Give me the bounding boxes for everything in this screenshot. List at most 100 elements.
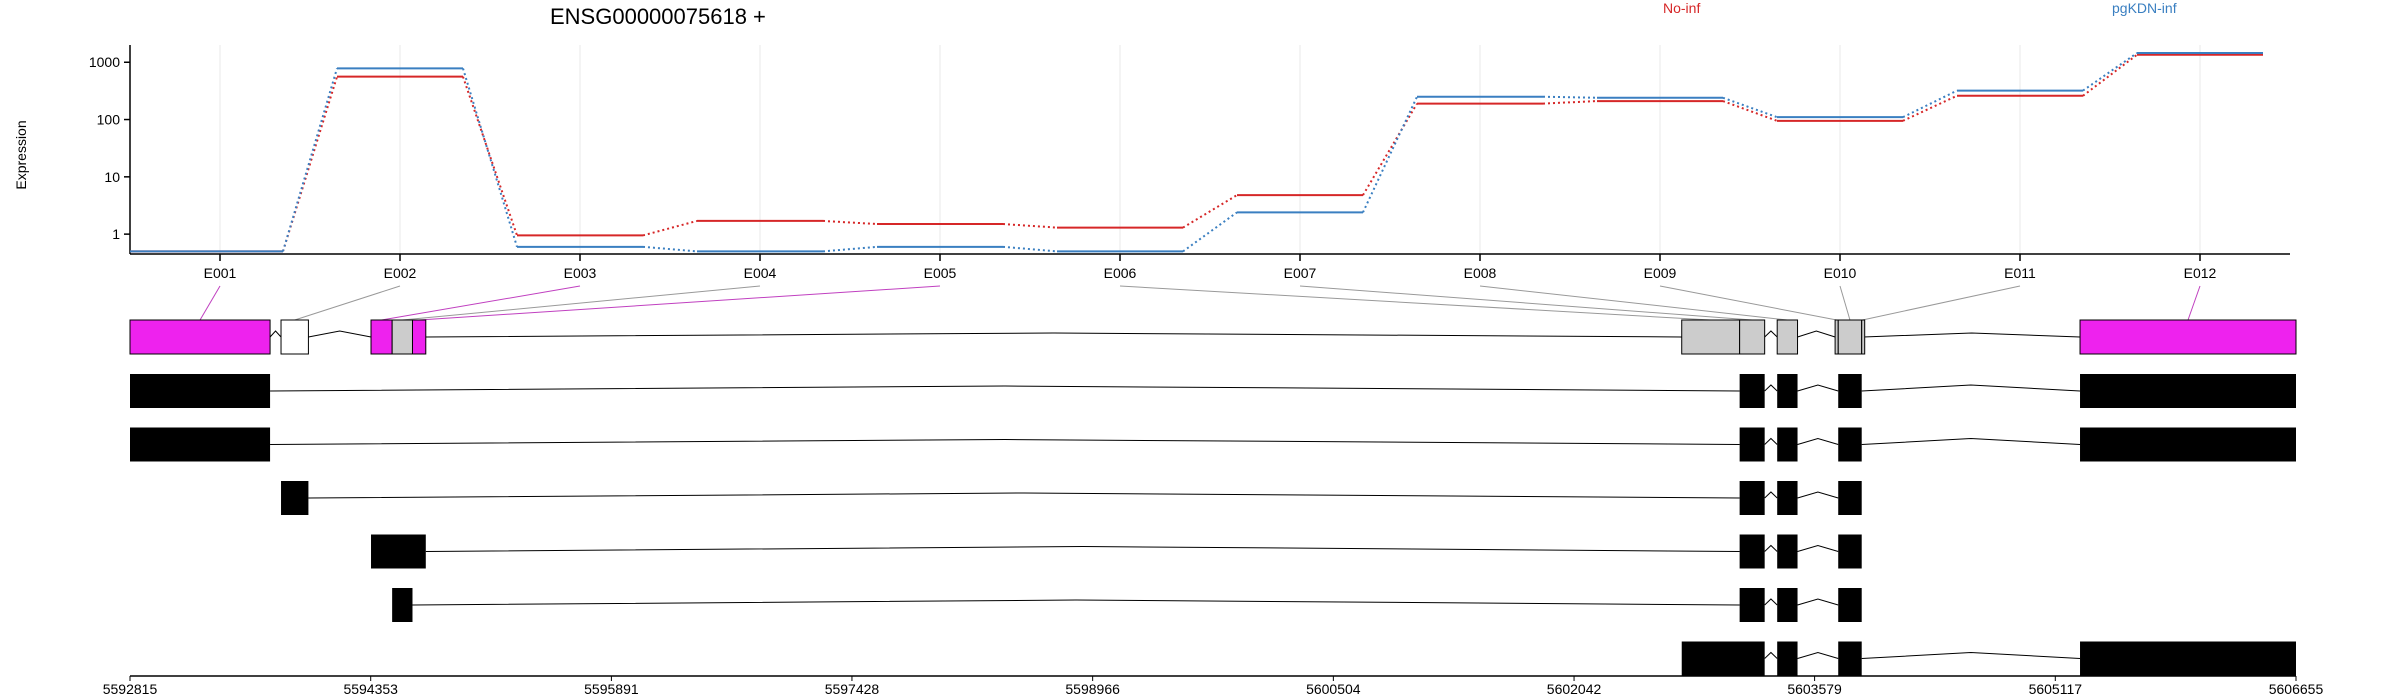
series-pgKDN-inf-connector — [1902, 89, 1958, 119]
transcript-exon — [1739, 588, 1765, 622]
gene-exon-E010 — [1837, 319, 1863, 355]
series-No-inf-connector — [642, 219, 698, 237]
series-pgKDN-inf-connector — [1542, 95, 1598, 99]
transcript-exon — [1838, 481, 1862, 515]
transcripts — [130, 374, 2296, 676]
series-lines — [130, 52, 2263, 253]
transcript-intron — [412, 599, 1740, 606]
exon-link-E003 — [381, 285, 581, 321]
y-tick-label: 1 — [112, 226, 120, 242]
x-tick-label: E005 — [924, 265, 957, 281]
transcript-exon — [1838, 427, 1862, 462]
transcript-exon — [1739, 534, 1765, 569]
transcript-exon — [1739, 374, 1765, 408]
series-pgKDN-inf-connector — [1182, 211, 1238, 253]
transcript-exon — [281, 481, 309, 515]
series-pgKDN-inf — [130, 52, 2263, 253]
transcript-intron — [425, 545, 1740, 552]
transcript-exon — [1777, 588, 1798, 622]
series-No-inf-connector — [282, 76, 338, 252]
genomic-axis: 5592815 5594353 5595891 5597428 5598966 56005… — [103, 675, 2324, 697]
genomic-tick-label: 5605117 — [2029, 681, 2083, 697]
genomic-tick-label: 5600504 — [1306, 681, 1361, 697]
transcript-exon — [1777, 641, 1798, 676]
gene-intron — [308, 330, 372, 338]
gene-intron — [1863, 332, 2081, 338]
series-No-inf-connector — [1182, 194, 1238, 229]
transcript-exon — [1739, 481, 1765, 515]
x-tick-label: E009 — [1644, 265, 1677, 281]
gene-model — [129, 319, 2297, 355]
transcript-intron — [270, 438, 1740, 445]
axes: 1 10 100 1000 E001 E002 E003 E004 E005 E006 E007 E0… — [89, 45, 2290, 281]
transcript-exon — [1681, 641, 1765, 676]
x-tick-label: E002 — [384, 265, 417, 281]
series-No-inf — [130, 53, 2263, 253]
gene-intron — [1764, 330, 1778, 338]
transcript-intron — [1764, 437, 1778, 445]
exon-link-E012 — [2187, 285, 2201, 321]
x-tick-label: E012 — [2184, 265, 2217, 281]
transcript-intron — [1797, 384, 1839, 392]
legend-entry-no-inf: No-inf — [1663, 0, 1700, 16]
transcript-exon — [1838, 374, 1862, 408]
transcript-intron — [1764, 491, 1778, 499]
transcript-intron — [1861, 384, 2081, 392]
gene-exon-E012 — [2079, 319, 2297, 355]
genomic-tick-label: 5595891 — [584, 681, 639, 697]
transcript-exon — [1777, 427, 1798, 462]
gene-exon-E007 — [1739, 319, 1766, 355]
transcript-exon — [1838, 534, 1862, 569]
exon-link-lines — [199, 285, 2201, 321]
transcript-intron — [1797, 437, 1839, 445]
gene-exon-E011 — [1861, 319, 1866, 355]
y-tick-label: 1000 — [89, 54, 120, 70]
x-tick-label: E011 — [2004, 265, 2036, 281]
series-pgKDN-inf-connector — [642, 245, 698, 253]
transcript-intron — [308, 492, 1740, 499]
exon-link-E008 — [1479, 285, 1788, 321]
series-pgKDN-inf-connector — [1722, 96, 1778, 119]
genomic-tick-label: 5603579 — [1787, 681, 1842, 697]
y-axis-label: Expression — [13, 120, 29, 189]
genomic-tick-label: 5597428 — [825, 681, 880, 697]
transcript-1 — [130, 374, 2296, 408]
x-tick-label: E004 — [744, 265, 777, 281]
series-No-inf-connector — [1542, 100, 1598, 105]
series-pgKDN-inf-connector — [822, 245, 878, 253]
transcript-exon — [2080, 374, 2296, 408]
gene-exon-E004 — [391, 319, 413, 355]
transcript-exon — [392, 588, 413, 622]
transcript-exon — [1739, 427, 1765, 462]
transcript-exon — [1777, 374, 1798, 408]
exon-link-E004 — [402, 285, 761, 321]
x-tick-label: E001 — [204, 265, 237, 281]
genomic-tick-label: 5592815 — [103, 681, 158, 697]
transcript-intron — [1764, 384, 1778, 392]
y-tick-label: 10 — [104, 169, 120, 185]
x-tick-label: E006 — [1104, 265, 1137, 281]
exon-link-E002 — [294, 285, 401, 321]
transcript-intron — [1797, 598, 1839, 606]
gene-exon-E002 — [280, 319, 309, 355]
series-pgKDN-inf-connector — [1002, 245, 1058, 253]
series-No-inf-connector — [1722, 100, 1778, 122]
series-No-inf-connector — [1362, 103, 1418, 196]
transcript-intron — [1797, 544, 1839, 552]
exon-link-E005 — [419, 285, 941, 321]
genomic-tick-label: 5606655 — [2269, 681, 2324, 697]
series-pgKDN-inf-connector — [462, 68, 518, 248]
transcript-4 — [371, 534, 1862, 569]
series-No-inf-connector — [1002, 223, 1058, 229]
transcript-intron — [1764, 651, 1778, 659]
y-tick-label: 100 — [97, 112, 121, 128]
transcript-exon — [1777, 534, 1798, 569]
series-No-inf-connector — [1902, 94, 1958, 122]
gene-exon-E003 — [370, 319, 393, 355]
series-No-inf-connector — [2082, 53, 2138, 97]
genomic-tick-label: 5598966 — [1065, 681, 1120, 697]
x-tick-label: E008 — [1464, 265, 1497, 281]
genomic-tick-label: 5594353 — [343, 681, 398, 697]
legend-entry-pgkdn-inf: pgKDN-inf — [2112, 0, 2177, 16]
gene-intron — [425, 332, 1682, 338]
